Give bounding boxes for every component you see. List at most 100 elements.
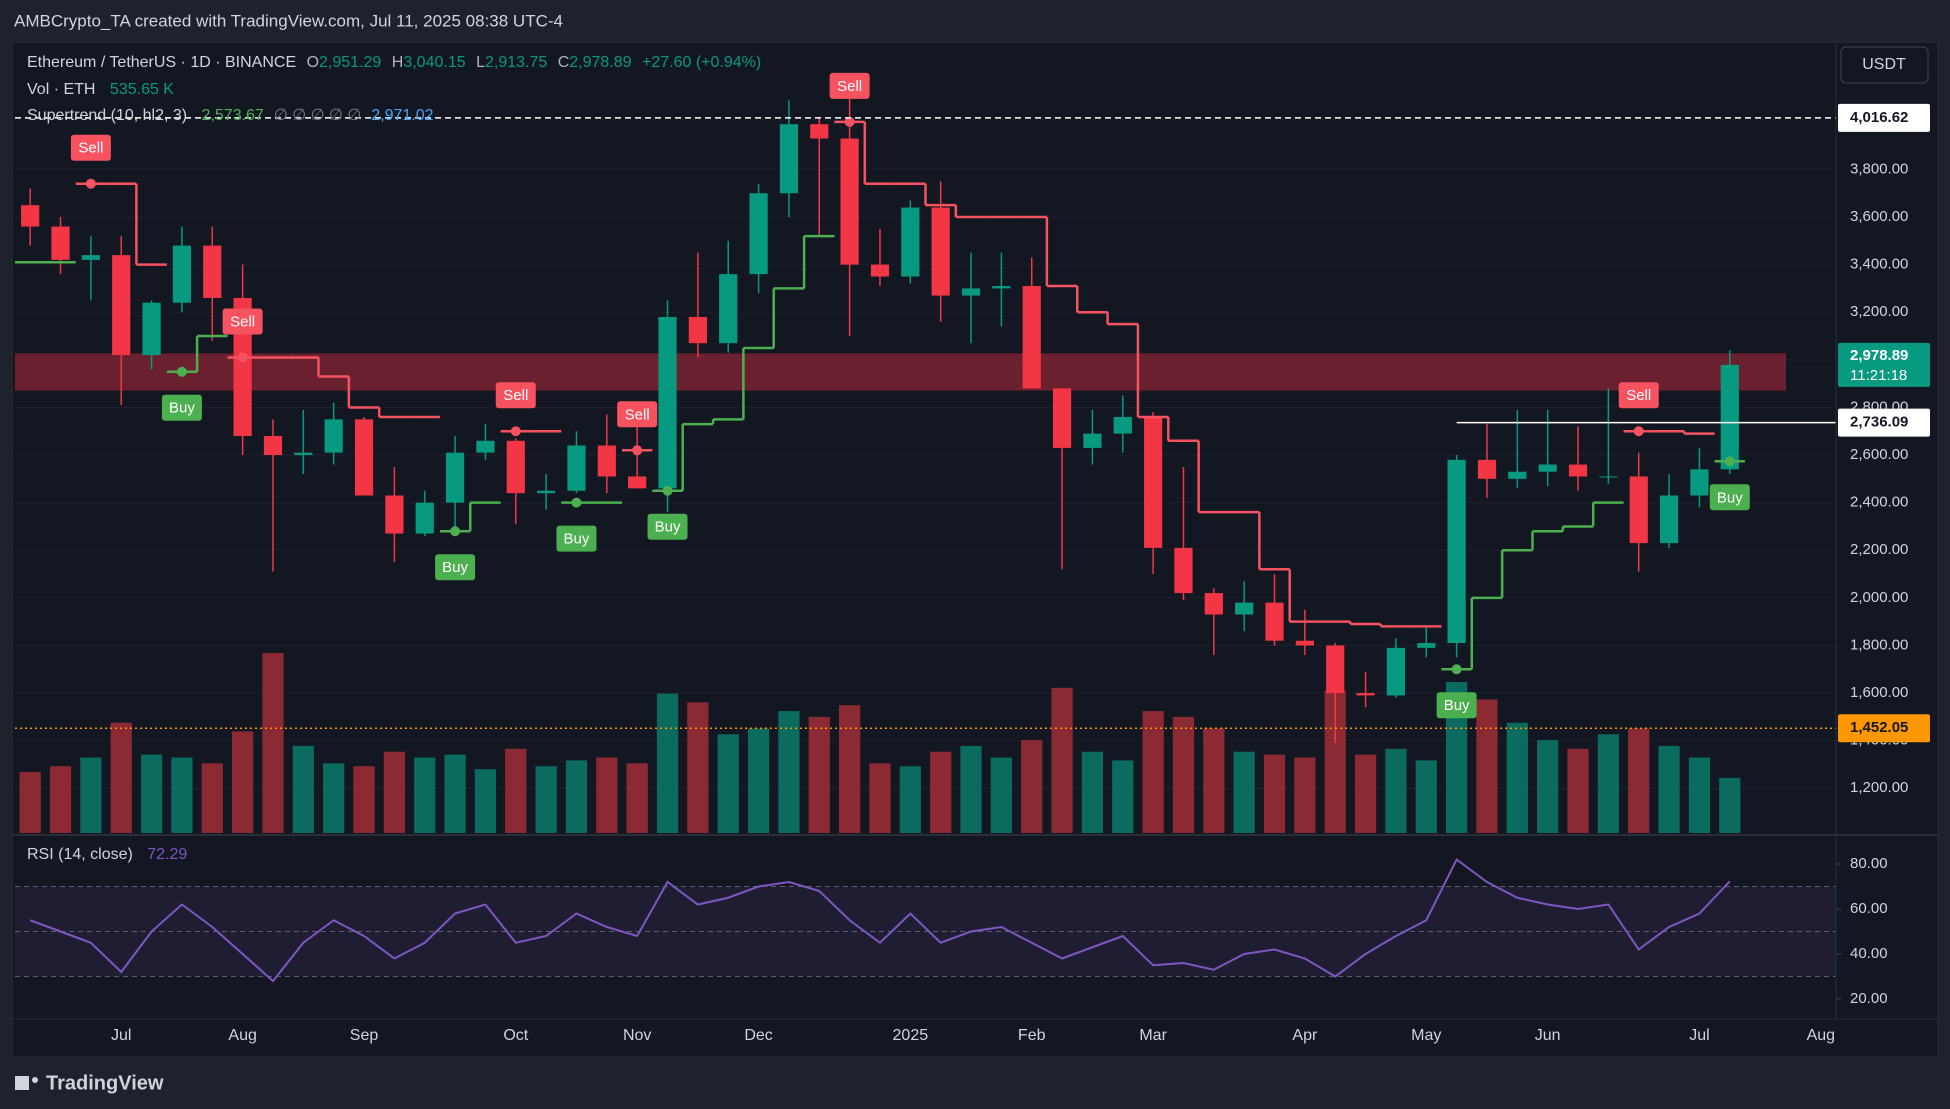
volume-bar <box>353 766 375 833</box>
supertrend-title: Supertrend (10, hl2, 3) <box>27 107 187 124</box>
candle-body <box>810 124 829 139</box>
candle-body <box>203 245 222 298</box>
volume-bar <box>1658 745 1680 833</box>
rsi-tick-label: 40.00 <box>1850 945 1888 962</box>
signal-dot <box>237 352 248 363</box>
change: +27.60 (+0.94%) <box>642 54 761 71</box>
y-tick-label: 3,600.00 <box>1850 208 1908 225</box>
logo-mark <box>15 1076 29 1090</box>
rsi-tick-label: 60.00 <box>1850 900 1888 917</box>
candle-body <box>1690 469 1709 496</box>
supertrend-value: 2,573.67 <box>202 107 264 124</box>
y-tick-label: 2,400.00 <box>1850 494 1908 511</box>
candle-body <box>597 445 616 477</box>
candle-body <box>1417 643 1436 648</box>
header: AMBCrypto_TA created with TradingView.co… <box>14 11 563 30</box>
candle-body <box>263 436 283 456</box>
rsi-tick-label: 20.00 <box>1850 990 1888 1007</box>
legend-volume: Vol · ETH 535.65 K <box>27 81 174 98</box>
candle-body <box>506 440 525 494</box>
candle-body <box>81 255 100 260</box>
volume-bar <box>1688 757 1711 833</box>
candle-body <box>1356 693 1375 696</box>
ohlc-key: C <box>558 54 570 71</box>
volume-bar <box>1081 751 1104 833</box>
signal-dot <box>510 426 521 437</box>
volume-bar <box>1567 748 1589 833</box>
volume-bar <box>262 653 284 833</box>
signal-box <box>556 525 597 552</box>
legend-rsi: RSI (14, close) 72.29 <box>27 846 187 863</box>
candle-body <box>1204 593 1223 615</box>
volume-bar <box>1294 757 1316 833</box>
legend-supertrend: Supertrend (10, hl2, 3) 2,573.67 ∅ ∅ ∅ ∅ … <box>27 107 434 124</box>
currency[interactable]: USDT <box>1862 56 1906 73</box>
signal-label: Sell <box>230 313 255 330</box>
signal-box <box>829 72 870 99</box>
ohlc-value: 2,951.29 <box>319 54 381 71</box>
candle-body <box>628 476 647 489</box>
candle-body <box>1447 459 1466 644</box>
volume-bar <box>839 705 861 833</box>
volume-bar <box>747 728 770 833</box>
volume-bar <box>778 711 800 833</box>
signal-box <box>495 382 536 409</box>
y-tick-label: 3,800.00 <box>1850 160 1908 177</box>
candle-body <box>1174 547 1193 594</box>
volume-bar <box>899 766 921 833</box>
volume-bar <box>1354 754 1377 833</box>
signal-label: Buy <box>169 400 195 417</box>
volume-value: 535.65 K <box>110 81 174 98</box>
volume-bar <box>171 757 193 833</box>
volume-bar <box>596 757 618 833</box>
resistance-zone <box>15 353 1786 391</box>
volume-bar <box>1476 699 1498 833</box>
logo-mark <box>32 1077 38 1083</box>
x-tick-label: Jul <box>111 1027 131 1044</box>
countdown: 11:21:18 <box>1850 367 1907 384</box>
candle-body <box>1083 433 1102 448</box>
candle-body <box>445 452 465 503</box>
currency-button[interactable] <box>1840 46 1929 84</box>
candle-body <box>1599 476 1618 478</box>
signal-box <box>647 513 688 540</box>
volume-bar <box>626 763 648 833</box>
volume-bar <box>323 763 345 833</box>
rsi-tick-label: 80.00 <box>1850 855 1888 872</box>
price-tag-label: 4,016.62 <box>1850 109 1908 126</box>
price-tag-label: 2,978.89 <box>1850 347 1908 364</box>
candle-body <box>142 302 161 356</box>
signal-label: Sell <box>503 387 528 404</box>
candle-body <box>172 245 192 303</box>
volume-bar <box>1385 748 1407 833</box>
signal-dot <box>176 366 187 377</box>
signal-dot <box>1451 664 1462 675</box>
volume-bar <box>1719 777 1741 833</box>
candle-body <box>840 138 859 265</box>
candle-body <box>658 316 677 489</box>
signal-box <box>617 401 658 428</box>
signal-label: Buy <box>1444 697 1470 714</box>
candle-body <box>567 445 586 491</box>
volume-bar <box>1112 760 1134 833</box>
y-tick-label: 1,600.00 <box>1850 684 1908 701</box>
signal-dot <box>844 116 855 127</box>
price-tag-label: 1,452.05 <box>1850 719 1908 736</box>
signal-label: Buy <box>564 531 590 548</box>
candle-body <box>961 288 981 296</box>
volume-bar <box>414 757 436 833</box>
volume-bar <box>535 766 557 833</box>
x-tick-label: Feb <box>1018 1027 1046 1044</box>
footer: TradingView <box>46 1072 164 1094</box>
x-tick-label: Dec <box>744 1027 772 1044</box>
ohlc-key: L <box>476 54 485 71</box>
candle-body <box>354 419 374 496</box>
volume-bar <box>656 693 679 833</box>
volume-bar <box>201 763 223 833</box>
candle-body <box>1022 286 1041 389</box>
candle-body <box>1265 602 1284 641</box>
volume-bar <box>1051 687 1073 833</box>
signal-label: Sell <box>1626 387 1651 404</box>
